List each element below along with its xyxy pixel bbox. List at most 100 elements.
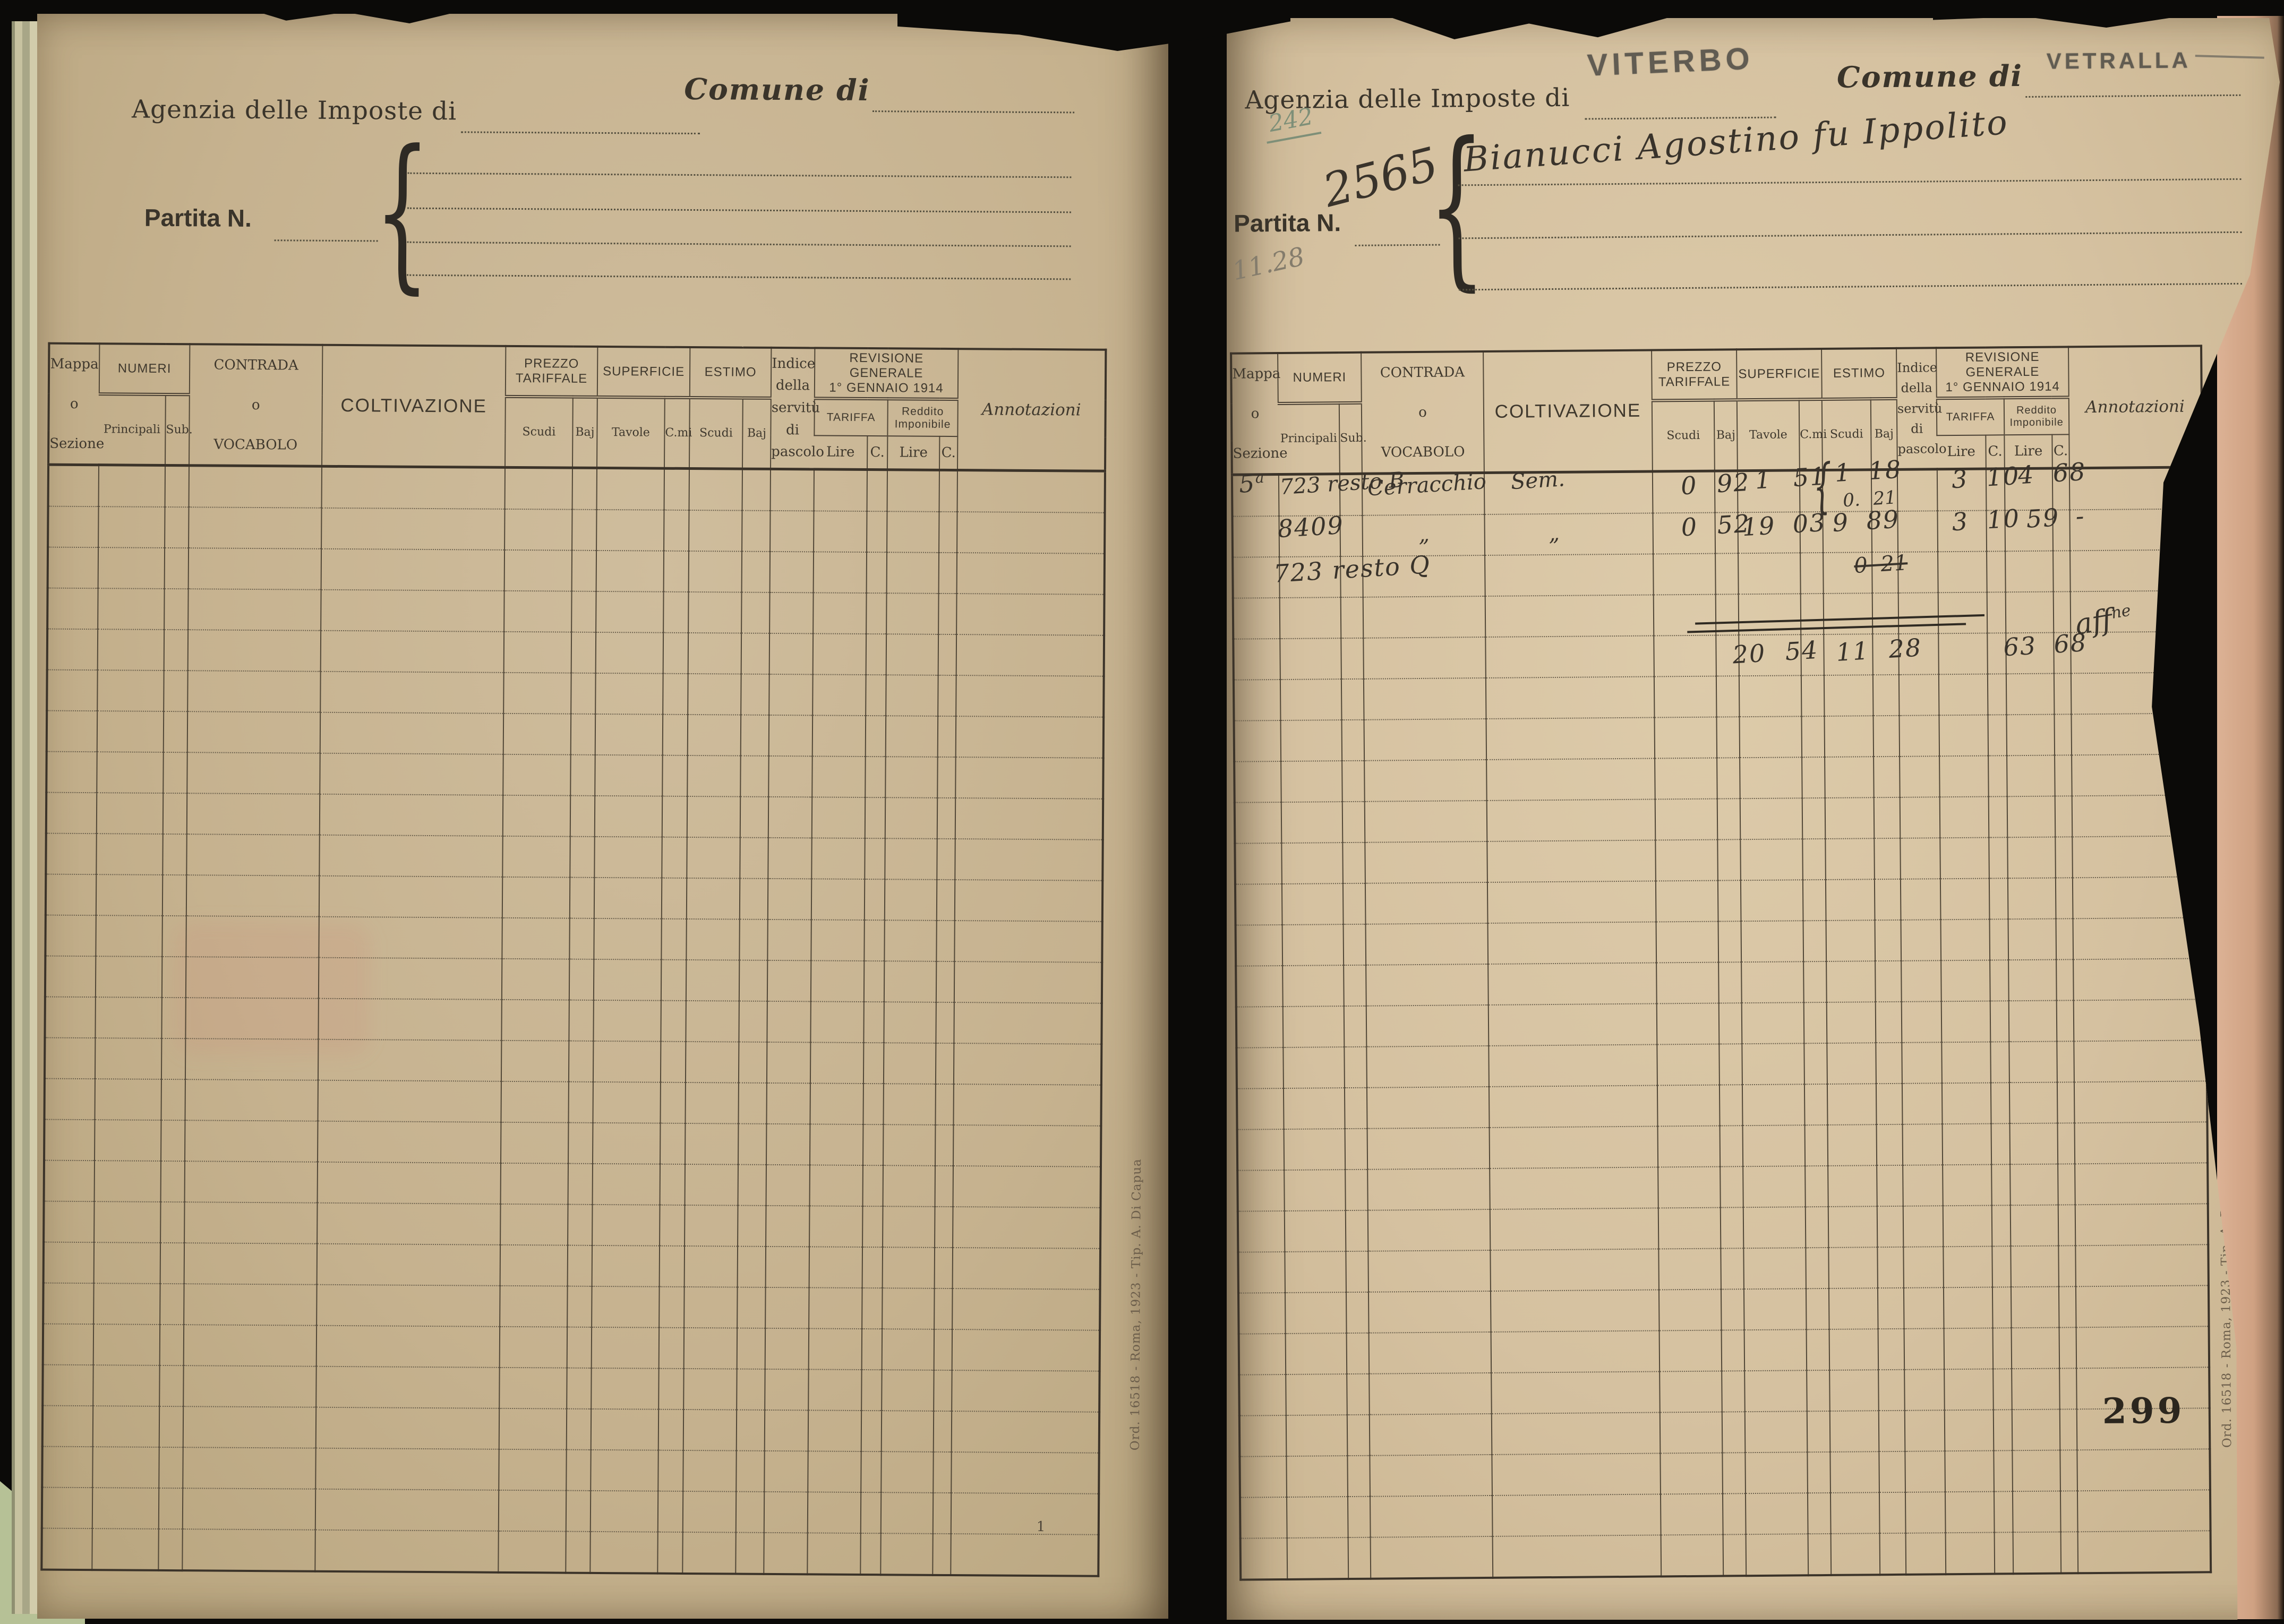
col-tariffa: TARIFFA	[814, 398, 888, 436]
col-coltivazione: COLTIVAZIONE	[1483, 350, 1653, 472]
table-row	[1235, 917, 2206, 966]
name-fill-line-1	[407, 171, 1072, 178]
col-indice: Indice della servitù di pascolo	[1896, 348, 1947, 469]
entry-estimo: 1 18	[1834, 454, 1903, 488]
entry-tariffa: 3 10	[1951, 461, 2021, 494]
col-tariffa-c: C.	[867, 436, 888, 470]
entry-prezzo: 0 92	[1680, 467, 1751, 501]
table-row	[48, 506, 1105, 554]
table-row	[1234, 753, 2205, 803]
table-row	[1235, 876, 2206, 925]
sheet-mark: 1	[1036, 1519, 1046, 1535]
table-row	[46, 710, 1104, 758]
table-row	[1239, 1407, 2210, 1457]
table-row	[47, 669, 1104, 717]
table-row	[1237, 1162, 2208, 1211]
total-superficie: 20 54	[1732, 635, 1819, 669]
table-row	[44, 1119, 1101, 1167]
col-prezzo: PREZZO TARIFFALE	[505, 346, 598, 397]
col-sup-tavole: Tavole	[1736, 399, 1800, 471]
table-row	[1240, 1530, 2211, 1580]
table-row	[1238, 1244, 2209, 1293]
page-stack-edges	[12, 21, 39, 1614]
col-sub: Sub.	[165, 394, 193, 466]
table-body-left	[41, 464, 1106, 1576]
name-fill-line-4	[407, 273, 1071, 280]
table-row	[42, 1446, 1099, 1494]
table-row	[1238, 1326, 2210, 1375]
col-annotazioni: Annotazioni	[957, 349, 1106, 471]
table-row	[1236, 999, 2207, 1048]
table-row	[45, 915, 1102, 963]
name-fill-line-3	[1459, 282, 2243, 291]
table-row	[43, 1242, 1101, 1290]
comune-label-left: Comune di	[684, 71, 870, 108]
table-row	[1236, 1080, 2208, 1130]
col-contrada: CONTRADA o VOCABOLO	[189, 344, 323, 466]
table-row	[1234, 794, 2205, 844]
comune-stamp: VETRALLA	[2046, 47, 2191, 74]
col-mappa: Mappa o Sezione	[1232, 365, 1288, 462]
entry-superficie: 19 03	[1741, 508, 1827, 542]
col-prezzo-scudi: Scudi	[1652, 400, 1715, 471]
col-estimo-scudi: Scudi	[689, 397, 743, 469]
printer-imprint-left: Ord. 16518 - Roma, 1923 - Tip. A. Di Cap…	[1128, 1158, 1144, 1451]
table-row	[1240, 1489, 2211, 1539]
col-reddito-lire: Lire	[887, 436, 940, 470]
col-indice: Indice della servitù di pascolo	[771, 347, 824, 469]
table-row	[45, 996, 1102, 1044]
name-fill-line-2	[407, 207, 1071, 213]
comune-label-right: Comune di	[1836, 58, 2023, 94]
col-annotazioni: Annotazioni	[2068, 346, 2202, 468]
name-fill-line-3	[407, 240, 1071, 247]
table-row	[1236, 1039, 2207, 1089]
partita-label-right: Partita N.	[1233, 209, 1341, 237]
partita-fill-line	[1355, 243, 1440, 246]
total-reddito: 63 68	[2002, 628, 2088, 662]
col-contrada: CONTRADA o VOCABOLO	[1361, 351, 1484, 474]
table-row	[1239, 1448, 2210, 1498]
entry-mappa: 5a	[1238, 468, 1266, 499]
table-row	[1237, 1203, 2209, 1252]
entry-numero: 8409	[1277, 510, 1345, 544]
table-row	[45, 874, 1103, 922]
total-estimo: 11 28	[1835, 633, 1923, 667]
table-row	[42, 1324, 1100, 1371]
col-reddito: Reddito Imponibile	[887, 399, 958, 437]
table-row	[1238, 1285, 2209, 1334]
table-row	[42, 1364, 1100, 1412]
table-row	[44, 1201, 1101, 1249]
col-sub: Sub.	[1339, 402, 1367, 474]
table-row	[44, 1037, 1102, 1085]
agenzia-office-stamp: VITERBO	[1586, 41, 1755, 83]
pencil-dash	[2195, 55, 2264, 59]
table-row	[45, 956, 1102, 1003]
col-principali: Principali	[1280, 432, 1338, 446]
col-sup-tavole: Tavole	[597, 397, 665, 468]
table-row	[47, 547, 1105, 595]
name-fill-line-2	[1458, 230, 2242, 239]
table-row	[41, 1528, 1099, 1576]
col-principali: Principali	[103, 423, 161, 437]
col-prezzo-scudi: Scudi	[505, 396, 573, 468]
partita-number-handwritten: 2565	[1318, 137, 1444, 218]
table-row	[1237, 1121, 2208, 1171]
entry-coltivazione-ditto: „	[1547, 521, 1560, 546]
table-row	[1239, 1367, 2210, 1416]
holder-name-handwritten: Bianucci Agostino fu Ippolito	[1462, 102, 2010, 180]
name-fill-line-1	[1458, 177, 2242, 186]
register-table-left: Mappa o Sezione NUMERI CONTRADA o VOCABOLO C…	[40, 342, 1107, 1577]
table-row	[46, 833, 1103, 881]
col-reddito-c: C.	[939, 436, 958, 470]
col-sup-cmi: C.mi	[664, 397, 692, 468]
col-superficie: SUPERFICIE	[1736, 348, 1822, 400]
comune-fill-line	[2025, 93, 2241, 98]
col-tariffa: TARIFFA	[1936, 398, 2005, 436]
entry-reddito: 4 68	[2017, 457, 2087, 490]
entry-reddito: 59 -	[2025, 501, 2086, 534]
partita-label-left: Partita N.	[144, 203, 252, 232]
col-numeri: NUMERI	[1278, 352, 1362, 404]
col-coltivazione: COLTIVAZIONE	[322, 345, 506, 467]
pencil-total: 11.28	[1229, 242, 1307, 287]
table-row	[43, 1283, 1100, 1330]
